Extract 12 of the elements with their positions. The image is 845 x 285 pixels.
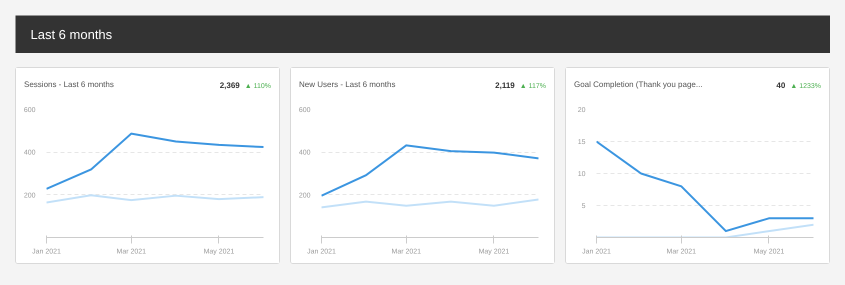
text: 2,369 xyxy=(220,81,240,90)
line-series xyxy=(322,144,538,197)
chart-title: Goal Completion (Thank you page... xyxy=(574,78,703,90)
line-series xyxy=(322,198,538,208)
chart-title: Sessions - Last 6 months xyxy=(24,78,114,90)
chart-title: New Users - Last 6 months xyxy=(299,78,396,90)
line-series xyxy=(46,132,264,190)
line-series xyxy=(596,140,814,232)
text: 2,119 xyxy=(495,81,515,90)
line-series xyxy=(46,194,264,204)
text: 40 xyxy=(776,81,786,90)
text: Last 6 months xyxy=(30,27,113,42)
